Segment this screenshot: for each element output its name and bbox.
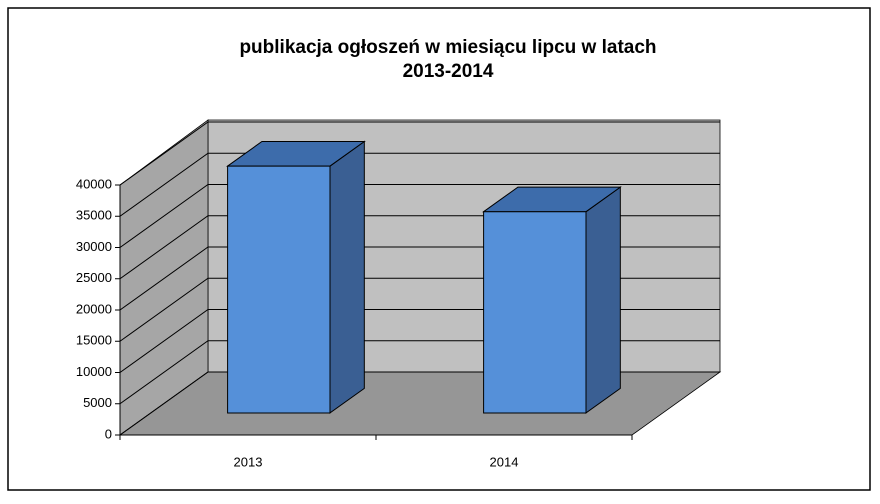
- y-tick-label: 30000: [76, 239, 112, 254]
- y-tick-label: 25000: [76, 270, 112, 285]
- chart-title: 2013-2014: [403, 61, 494, 82]
- bar-side: [329, 140, 365, 414]
- y-tick-label: 15000: [76, 333, 112, 348]
- bar: [482, 186, 622, 414]
- x-tick-label: 2014: [490, 454, 519, 469]
- y-tick-label: 35000: [76, 208, 112, 223]
- bar-side: [585, 186, 621, 414]
- bar: [226, 140, 366, 414]
- y-tick-label: 10000: [76, 364, 112, 379]
- grid-line: [119, 152, 720, 217]
- grid-line: [119, 121, 720, 186]
- bar-front: [227, 165, 331, 414]
- x-tick-label: 2013: [234, 454, 263, 469]
- grid-line: [119, 184, 720, 248]
- chart-title: publikacja ogłoszeń w miesiącu lipcu w l…: [239, 37, 656, 58]
- y-tick-label: 40000: [76, 176, 112, 191]
- y-tick-label: 20000: [76, 301, 112, 316]
- floor: [118, 371, 722, 436]
- y-tick-label: 5000: [83, 395, 112, 410]
- y-tick-label: 0: [105, 426, 112, 441]
- bar-front: [483, 211, 587, 414]
